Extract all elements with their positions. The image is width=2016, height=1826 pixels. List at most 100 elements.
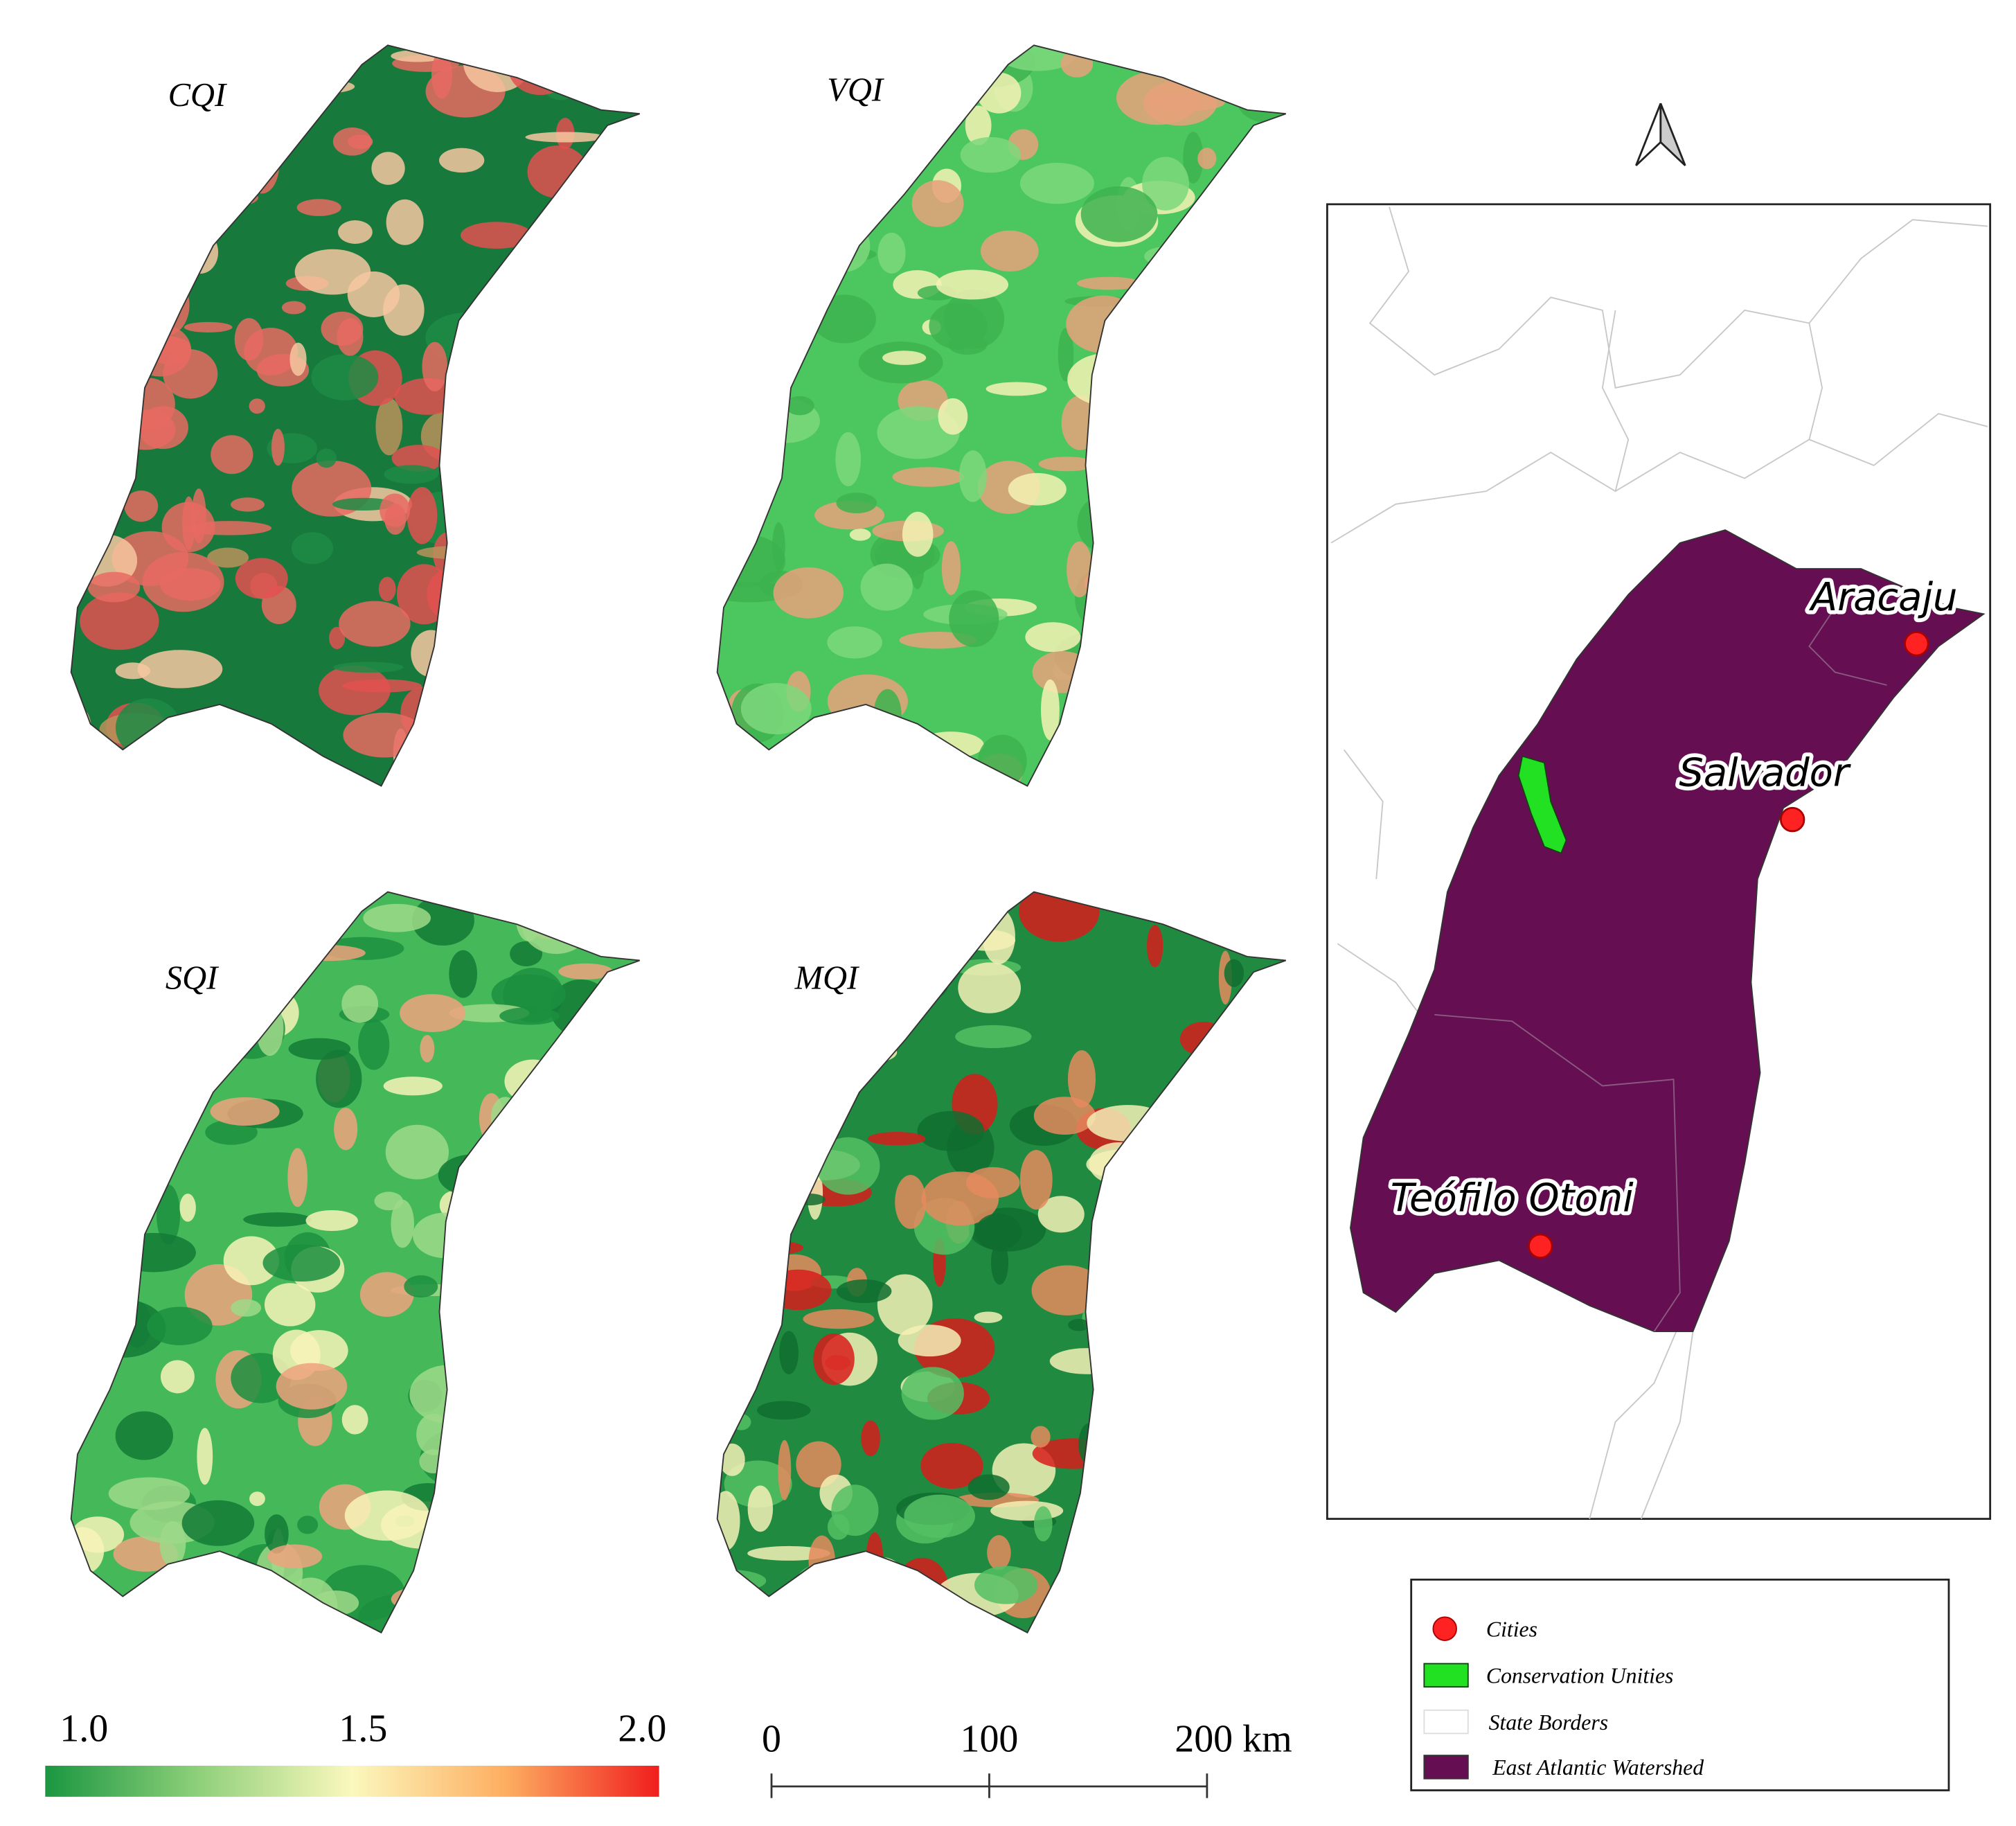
patch — [991, 1241, 1009, 1285]
patch — [375, 398, 403, 456]
patch — [1216, 1515, 1280, 1572]
patch — [1230, 364, 1286, 389]
patch — [751, 759, 824, 780]
patch — [1245, 906, 1286, 918]
patch — [384, 465, 438, 484]
patch — [235, 558, 288, 599]
patch — [105, 892, 156, 920]
patch — [420, 1035, 435, 1063]
patch — [108, 1164, 166, 1180]
patch — [470, 1336, 533, 1362]
patch — [98, 1249, 121, 1310]
patch — [474, 384, 505, 441]
patch — [493, 520, 518, 579]
patch — [898, 1324, 961, 1357]
patch — [772, 522, 785, 571]
patch — [329, 626, 346, 650]
patch — [552, 1096, 630, 1121]
patch — [717, 326, 742, 360]
patch — [1086, 1149, 1166, 1180]
patch — [1181, 549, 1220, 601]
patch — [98, 1624, 144, 1633]
patch — [211, 435, 253, 475]
patch — [441, 1237, 479, 1300]
patch — [316, 448, 337, 468]
patch — [1166, 1240, 1195, 1280]
legend-swatch — [1423, 1709, 1469, 1735]
colorbar-tick-label: 2.0 — [618, 1708, 666, 1750]
patch — [791, 215, 859, 233]
patch — [804, 1015, 826, 1033]
patch — [419, 1449, 447, 1473]
patch — [1183, 132, 1204, 184]
patch — [576, 566, 640, 586]
patch — [871, 1558, 896, 1619]
patch — [958, 896, 1000, 912]
patch — [386, 199, 424, 245]
patch — [186, 521, 272, 535]
patch — [311, 354, 379, 400]
patch — [509, 1538, 542, 1593]
patch — [921, 1171, 999, 1226]
patch — [1008, 472, 1067, 506]
patch — [827, 626, 882, 659]
patch — [1113, 720, 1191, 777]
patch — [358, 1019, 390, 1070]
patch — [717, 1569, 767, 1593]
patch — [860, 563, 913, 611]
patch — [719, 1443, 745, 1476]
patch — [726, 1088, 792, 1122]
patch — [539, 628, 625, 650]
patch — [717, 197, 770, 213]
patch — [1078, 1422, 1102, 1466]
patch — [337, 318, 364, 356]
patch — [1213, 1103, 1277, 1151]
patch — [1116, 71, 1200, 125]
patch — [449, 950, 478, 998]
patch — [409, 1599, 466, 1633]
patch — [71, 227, 144, 284]
patch — [1033, 1506, 1053, 1542]
patch — [1181, 1076, 1264, 1120]
patch — [229, 771, 249, 786]
patch — [1019, 163, 1094, 204]
patch — [500, 1140, 551, 1164]
patch — [1060, 50, 1094, 78]
patch — [760, 1295, 774, 1310]
patch — [1068, 1319, 1090, 1331]
patch — [521, 895, 591, 955]
patch — [771, 1588, 808, 1629]
patch — [344, 1490, 430, 1541]
patch — [509, 1115, 566, 1131]
patch — [264, 1283, 316, 1327]
city-label: Salvador — [1679, 751, 1851, 796]
patch — [751, 964, 778, 991]
patch — [1243, 1247, 1275, 1270]
patch — [565, 694, 603, 748]
patch — [717, 188, 751, 233]
patch — [409, 1365, 490, 1424]
patch — [287, 1148, 308, 1207]
patch — [96, 1112, 143, 1170]
patch — [97, 104, 179, 125]
patch — [1189, 350, 1239, 372]
patch — [1251, 1532, 1283, 1584]
patch — [468, 1563, 487, 1586]
patch — [1226, 591, 1252, 613]
patch — [160, 1360, 195, 1394]
patch — [1103, 1397, 1144, 1415]
patch — [71, 995, 145, 1011]
patch — [71, 1007, 99, 1036]
patch — [578, 493, 592, 550]
patch — [955, 1025, 1032, 1049]
patch — [593, 605, 624, 658]
patch — [1175, 1071, 1244, 1125]
patch — [1240, 680, 1272, 716]
patch — [1123, 1309, 1207, 1332]
patch — [1193, 377, 1241, 403]
patch — [467, 686, 497, 718]
patch — [93, 172, 142, 198]
legend-swatch — [1432, 1616, 1457, 1641]
patch — [1067, 1050, 1096, 1108]
patch — [797, 56, 828, 87]
